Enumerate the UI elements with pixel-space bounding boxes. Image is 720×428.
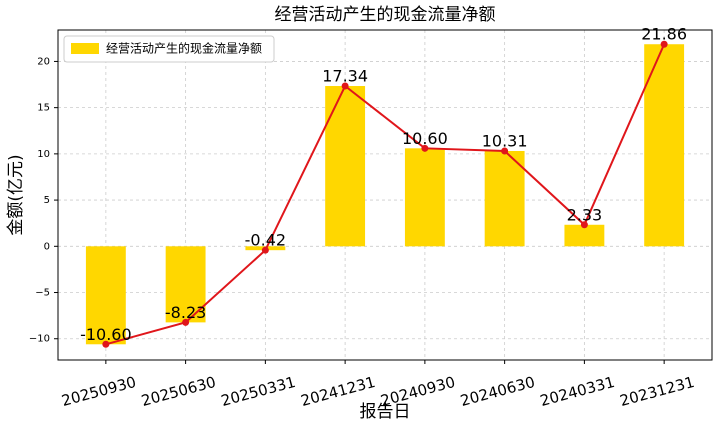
bar <box>85 246 126 345</box>
trend-point <box>580 221 588 229</box>
y-tick-label: 10 <box>37 149 50 160</box>
x-tick-label: 20231231 <box>618 373 696 410</box>
x-tick-label: 20250331 <box>219 373 297 410</box>
trend-point <box>102 340 110 348</box>
y-axis-label: 金额(亿元) <box>6 154 26 235</box>
x-tick-label: 20250630 <box>139 373 217 410</box>
trend-point <box>660 40 668 48</box>
trend-line <box>105 43 666 346</box>
y-tick-label: 5 <box>44 195 50 206</box>
value-label: 17.34 <box>322 67 368 86</box>
trend-point <box>182 318 190 326</box>
legend-label: 经营活动产生的现金流量净额 <box>106 41 262 56</box>
y-tick-label: −5 <box>35 288 50 299</box>
legend-box <box>63 35 275 63</box>
legend-swatch <box>71 43 99 54</box>
x-axis-label: 报告日 <box>360 402 411 422</box>
value-label: 10.31 <box>482 132 528 151</box>
y-tick-label: −10 <box>29 334 50 345</box>
trend-point <box>341 82 349 90</box>
x-tick-label: 20240331 <box>538 373 616 410</box>
value-label: 10.60 <box>402 129 448 148</box>
trend-point <box>421 144 429 152</box>
bar <box>404 148 445 247</box>
trend-point <box>261 246 269 254</box>
plot-frame <box>57 29 713 361</box>
x-tick-label: 20240930 <box>379 373 457 410</box>
y-tick-label: 15 <box>37 103 50 114</box>
bar <box>644 44 685 247</box>
y-tick-label: 0 <box>44 241 50 252</box>
x-tick-label: 20240630 <box>458 373 536 410</box>
value-label: -0.42 <box>245 231 286 250</box>
value-label: 2.33 <box>567 205 603 224</box>
trend-point <box>501 147 509 155</box>
value-label: 21.86 <box>641 25 687 44</box>
value-label: -8.23 <box>165 303 206 322</box>
chart-title: 经营活动产生的现金流量净额 <box>275 5 496 25</box>
y-tick-label: 20 <box>37 56 50 67</box>
bar <box>484 151 525 247</box>
bar <box>564 224 605 247</box>
value-label: -10.60 <box>80 325 132 344</box>
bar <box>325 86 366 247</box>
x-tick-label: 20250930 <box>60 373 138 410</box>
